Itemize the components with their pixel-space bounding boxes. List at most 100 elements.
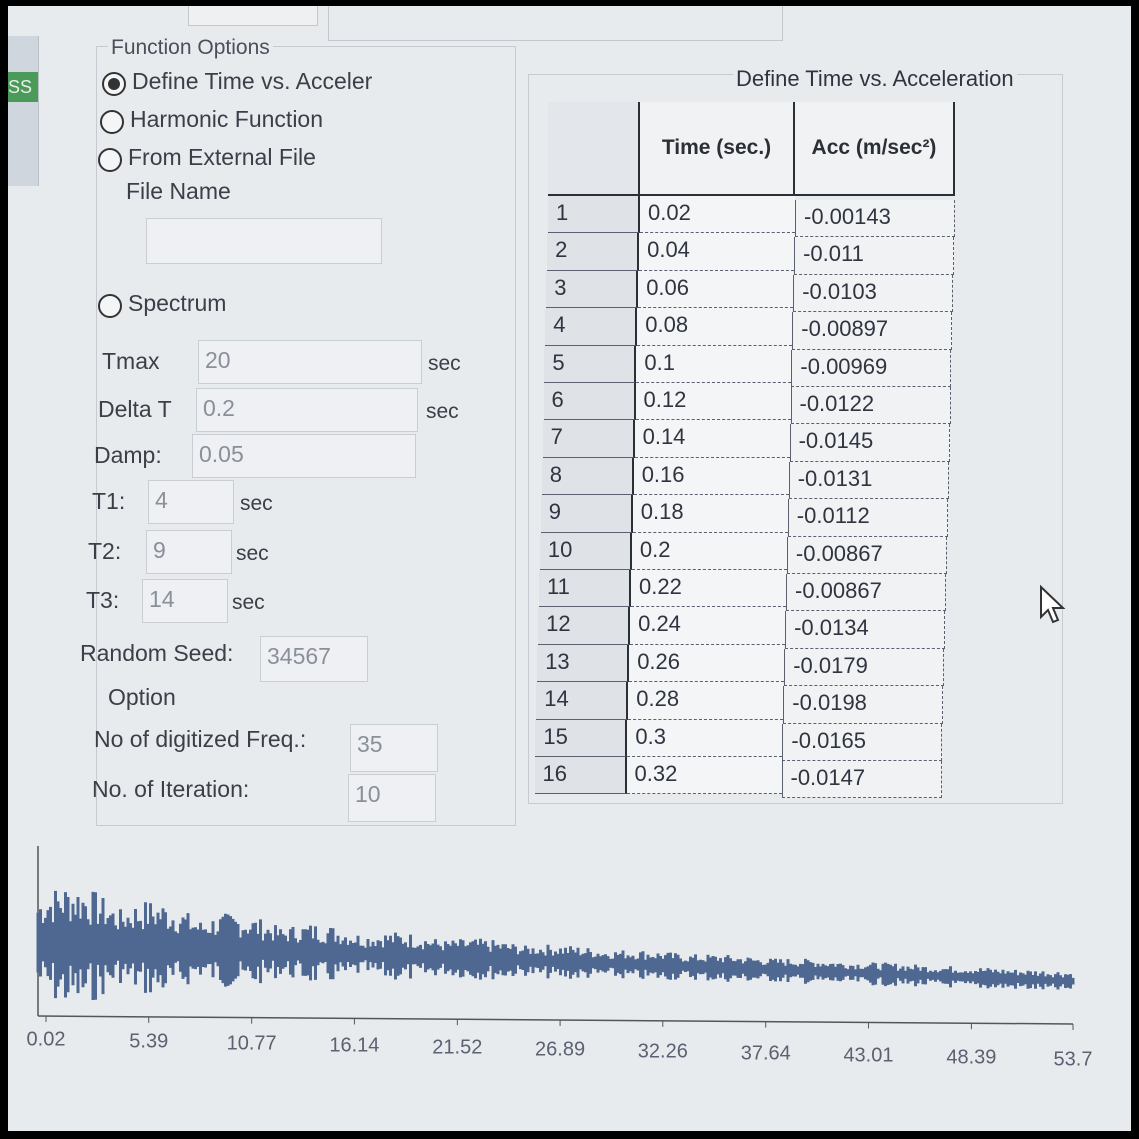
table-title: Define Time vs. Acceleration bbox=[733, 66, 1017, 92]
time-cell[interactable]: 0.26 bbox=[629, 645, 784, 682]
acc-cell[interactable]: -0.00867 bbox=[786, 574, 946, 611]
time-cell[interactable]: 0.18 bbox=[633, 495, 788, 532]
acc-cell[interactable]: -0.00969 bbox=[791, 350, 951, 387]
file-name-label: File Name bbox=[126, 178, 231, 205]
time-cell[interactable]: 0.02 bbox=[640, 196, 795, 233]
sidebar bbox=[8, 36, 39, 186]
sidebar-tab[interactable]: SS bbox=[8, 72, 38, 102]
radio-button[interactable] bbox=[98, 294, 122, 318]
top-field bbox=[188, 6, 318, 26]
field-unit: sec bbox=[236, 542, 269, 566]
column-header: Acc (m/sec²) bbox=[795, 102, 955, 196]
group-title: Option bbox=[108, 684, 176, 711]
field-input[interactable]: 0.2 bbox=[196, 388, 418, 432]
radio-label[interactable]: Define Time vs. Acceler bbox=[132, 68, 372, 95]
page: {"sidebar_tab": "SS", "function_options"… bbox=[0, 0, 1139, 1139]
x-tick-label: 10.77 bbox=[227, 1033, 277, 1055]
cursor bbox=[1038, 584, 1068, 628]
time-cell[interactable]: 0.16 bbox=[634, 458, 789, 495]
row-index: 10 bbox=[540, 533, 632, 570]
radio-label[interactable]: From External File bbox=[128, 144, 316, 171]
top-group bbox=[328, 6, 783, 41]
x-tick-label: 5.39 bbox=[129, 1031, 168, 1053]
time-cell[interactable]: 0.28 bbox=[628, 682, 783, 719]
acc-cell[interactable]: -0.0198 bbox=[783, 686, 943, 723]
radio-label[interactable]: Harmonic Function bbox=[130, 106, 323, 133]
acc-cell[interactable]: -0.0122 bbox=[791, 387, 951, 424]
row-index: 9 bbox=[541, 495, 633, 532]
x-tick-label: 37.64 bbox=[741, 1043, 791, 1065]
row-index: 12 bbox=[538, 607, 630, 644]
field-input[interactable]: 10 bbox=[348, 774, 436, 822]
acc-cell[interactable]: -0.0145 bbox=[790, 424, 950, 461]
time-cell[interactable]: 0.22 bbox=[631, 570, 786, 607]
field-input[interactable]: 20 bbox=[198, 340, 422, 384]
screen: SS Function Options Define Time vs. Acce… bbox=[8, 6, 1131, 1131]
field-input[interactable]: 34567 bbox=[260, 636, 368, 682]
field-input[interactable]: 9 bbox=[146, 530, 232, 574]
time-cell[interactable]: 0.08 bbox=[637, 308, 792, 345]
field-unit: sec bbox=[232, 591, 265, 615]
field-input[interactable]: 14 bbox=[142, 579, 228, 623]
acc-cell[interactable]: -0.00143 bbox=[795, 200, 955, 237]
radio-button[interactable] bbox=[100, 110, 124, 134]
time-cell[interactable]: 0.12 bbox=[636, 383, 791, 420]
row-index: 6 bbox=[544, 383, 636, 420]
row-index: 13 bbox=[537, 645, 629, 682]
time-cell[interactable]: 0.14 bbox=[635, 420, 790, 457]
row-index: 14 bbox=[536, 682, 628, 719]
radio-button[interactable] bbox=[98, 148, 122, 172]
field-unit: sec bbox=[240, 492, 273, 516]
x-tick-label: 21.52 bbox=[432, 1037, 482, 1059]
field-input[interactable]: 4 bbox=[148, 480, 234, 524]
time-cell[interactable]: 0.1 bbox=[636, 346, 791, 383]
field-label: T1: bbox=[92, 488, 125, 515]
table-corner bbox=[548, 102, 640, 196]
field-input[interactable]: 35 bbox=[350, 724, 438, 772]
acc-cell[interactable]: -0.0134 bbox=[785, 611, 945, 648]
x-tick-label: 16.14 bbox=[329, 1035, 379, 1057]
field-input[interactable]: 0.05 bbox=[192, 434, 416, 478]
acc-cell[interactable]: -0.0179 bbox=[784, 649, 944, 686]
field-label: T2: bbox=[88, 538, 121, 565]
time-cell[interactable]: 0.32 bbox=[627, 757, 782, 794]
field-label: Tmax bbox=[102, 348, 160, 375]
acc-cell[interactable]: -0.011 bbox=[794, 237, 954, 274]
x-tick-label: 26.89 bbox=[535, 1039, 585, 1061]
time-cell[interactable]: 0.2 bbox=[632, 533, 787, 570]
row-index: 5 bbox=[544, 346, 636, 383]
acc-cell[interactable]: -0.00897 bbox=[792, 312, 952, 349]
row-index: 8 bbox=[542, 458, 634, 495]
acc-cell[interactable]: -0.0147 bbox=[782, 761, 942, 798]
acc-cell[interactable]: -0.00867 bbox=[787, 537, 947, 574]
x-tick-label: 53.7 bbox=[1054, 1049, 1093, 1071]
row-index: 3 bbox=[546, 271, 638, 308]
row-index: 7 bbox=[543, 420, 635, 457]
x-tick-label: 48.39 bbox=[946, 1047, 996, 1069]
radio-label[interactable]: Spectrum bbox=[128, 290, 226, 317]
row-index: 11 bbox=[539, 570, 631, 607]
radio-dot bbox=[108, 78, 120, 90]
acc-cell[interactable]: -0.0131 bbox=[789, 462, 949, 499]
column-header: Time (sec.) bbox=[640, 102, 795, 196]
time-cell[interactable]: 0.24 bbox=[630, 607, 785, 644]
field-label: Delta T bbox=[98, 396, 172, 423]
x-tick-label: 43.01 bbox=[843, 1045, 893, 1067]
acc-cell[interactable]: -0.0165 bbox=[782, 724, 942, 761]
radio-button[interactable] bbox=[102, 72, 126, 96]
time-cell[interactable]: 0.3 bbox=[627, 720, 782, 757]
waveform bbox=[38, 891, 1073, 1000]
acc-cell[interactable]: -0.0112 bbox=[788, 499, 948, 536]
field-label: Random Seed: bbox=[80, 640, 233, 667]
file-name-input[interactable] bbox=[146, 218, 382, 264]
time-cell[interactable]: 0.04 bbox=[639, 233, 794, 270]
acc-cell[interactable]: -0.0103 bbox=[793, 275, 953, 312]
field-label: No. of Iteration: bbox=[92, 776, 249, 803]
x-axis bbox=[38, 1016, 1073, 1024]
x-tick-label: 32.26 bbox=[638, 1041, 688, 1063]
field-unit: sec bbox=[428, 352, 461, 376]
row-index: 4 bbox=[545, 308, 637, 345]
time-cell[interactable]: 0.06 bbox=[638, 271, 793, 308]
row-index: 15 bbox=[535, 720, 627, 757]
